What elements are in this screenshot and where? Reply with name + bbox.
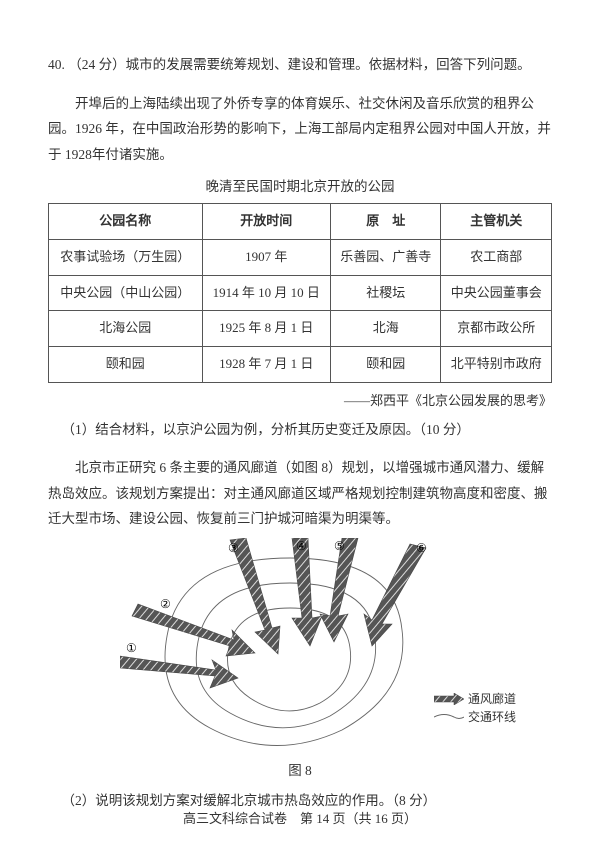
corridor-label-5: ⑤ <box>334 539 345 553</box>
paragraph-2: 北京市正研究 6 条主要的通风廊道（如图 8）规划，以增强城市通风潜力、缓解热岛… <box>48 455 552 532</box>
corridor-swatch-icon <box>434 693 464 705</box>
sub-question-1: （1）结合材料，以京沪公园为例，分析其历史变迁及原因。（10 分） <box>48 417 552 443</box>
table-row: 颐和园 1928 年 7 月 1 日 颐和园 北平特别市政府 <box>49 346 552 382</box>
question-number: 40. <box>48 57 65 72</box>
col-time: 开放时间 <box>202 204 330 240</box>
col-agency: 主管机关 <box>441 204 552 240</box>
col-name: 公园名称 <box>49 204 203 240</box>
corridor-label-1: ① <box>126 641 137 655</box>
figure-caption: 图 8 <box>48 758 552 784</box>
question-stem-line: 40. （24 分）城市的发展需要统筹规划、建设和管理。依据材料，回答下列问题。 <box>48 52 552 78</box>
figure-legend: 通风廊道 交通环线 <box>434 690 516 726</box>
table-row: 北海公园 1925 年 8 月 1 日 北海 京都市政公所 <box>49 311 552 347</box>
table-header-row: 公园名称 开放时间 原 址 主管机关 <box>49 204 552 240</box>
spacer <box>48 443 552 455</box>
figure-8: ① ② ③ ④ ⑤ ⑥ 通风廊道 <box>120 538 480 758</box>
corridor-label-4: ④ <box>296 539 307 553</box>
corridor-label-6: ⑥ <box>416 541 427 555</box>
legend-ring-label: 交通环线 <box>468 708 516 726</box>
ring-swatch-icon <box>434 711 464 723</box>
col-origin: 原 址 <box>331 204 441 240</box>
question-stem: 城市的发展需要统筹规划、建设和管理。依据材料，回答下列问题。 <box>126 57 531 72</box>
legend-ring: 交通环线 <box>434 708 516 726</box>
table-title: 晚清至民国时期北京开放的公园 <box>48 174 552 200</box>
page-footer: 高三文科综合试卷 第 14 页（共 16 页） <box>0 807 600 832</box>
corridor-label-3: ③ <box>228 541 239 555</box>
legend-corridor-label: 通风廊道 <box>468 690 516 708</box>
paragraph-1: 开埠后的上海陆续出现了外侨专享的体育娱乐、社交休闲及音乐欣赏的租界公园。1926… <box>48 91 552 168</box>
table-row: 中央公园（中山公园） 1914 年 10 月 10 日 社稷坛 中央公园董事会 <box>49 275 552 311</box>
figure-svg: ① ② ③ ④ ⑤ ⑥ <box>120 538 480 758</box>
question-block: 40. （24 分）城市的发展需要统筹规划、建设和管理。依据材料，回答下列问题。… <box>48 52 552 814</box>
table-row: 农事试验场（万生园） 1907 年 乐善园、广善寺 农工商部 <box>49 239 552 275</box>
legend-corridor: 通风廊道 <box>434 690 516 708</box>
corridor-label-2: ② <box>160 597 171 611</box>
parks-table: 公园名称 开放时间 原 址 主管机关 农事试验场（万生园） 1907 年 乐善园… <box>48 203 552 382</box>
question-points: （24 分） <box>68 57 125 72</box>
source-line: ——郑西平《北京公园发展的思考》 <box>48 389 552 414</box>
